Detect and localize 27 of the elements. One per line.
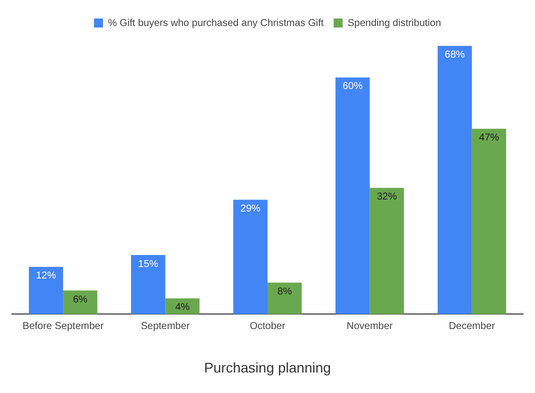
bar [438,46,472,314]
data-label: 68% [444,50,465,61]
bar [268,282,302,314]
x-tick-label: October [250,320,286,332]
x-tick-label: Before September [22,320,104,332]
data-label: 6% [72,294,88,306]
data-label: 12% [36,270,56,282]
bar [335,77,370,314]
x-tick-label: December [448,320,496,332]
bar [472,128,506,314]
data-label: 4% [175,302,190,314]
data-label: 15% [138,258,158,270]
bar [233,200,268,314]
legend-label: % Gift buyers who purchased any Christmas Gift [108,18,324,29]
data-label: 32% [376,192,397,203]
data-label: 60% [342,81,363,92]
x-tick-label: November [346,320,394,332]
data-label: 8% [277,286,292,298]
x-axis-title: Purchasing planning [204,359,331,376]
legend-label: Spending distribution [348,18,442,29]
x-tick-label: September [140,320,190,332]
bar [63,290,98,314]
bar [28,266,64,314]
data-label: 47% [479,132,500,144]
bar [370,188,404,314]
bar [131,255,166,314]
data-label: 29% [240,204,260,215]
